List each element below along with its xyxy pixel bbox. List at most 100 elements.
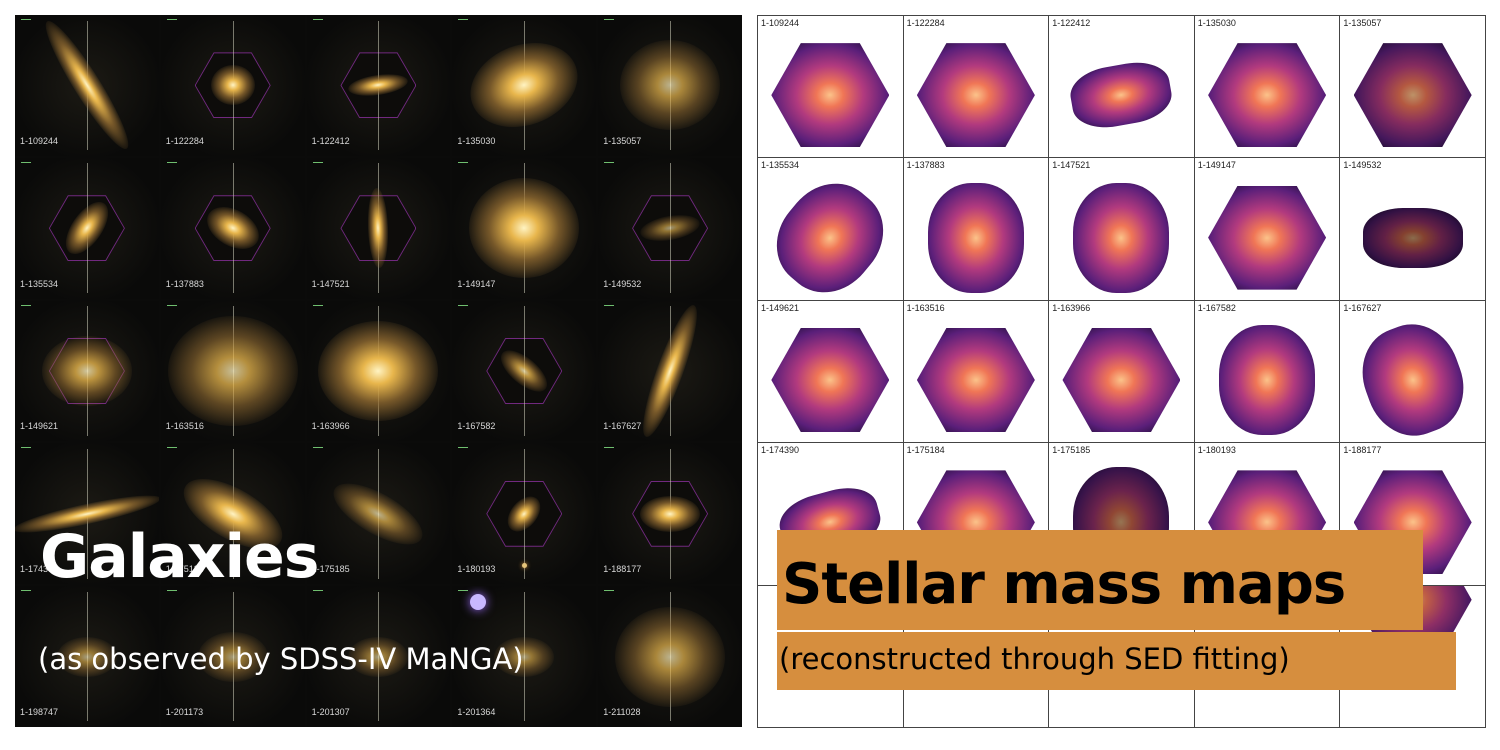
map-id-label: 1-135030 [1197, 18, 1236, 28]
scale-bar [604, 590, 615, 592]
mass-map [1073, 182, 1170, 293]
galaxy-cell: 1-149532 [598, 157, 742, 299]
map-id-label: 1-175185 [1052, 445, 1091, 456]
mass-map-cell: 1-149532 [1340, 158, 1486, 301]
galaxy-cell: 1-109244 [15, 15, 159, 156]
galaxy-id-label: 1-180193 [457, 564, 496, 575]
galaxy-id-label: 1-122284 [165, 135, 204, 146]
mass-map [916, 327, 1035, 432]
scale-bar [604, 19, 615, 20]
scale-bar [21, 590, 31, 592]
galaxy-id-label: 1-135030 [457, 135, 496, 146]
galaxy-cell: 1-188177 [598, 443, 742, 585]
galaxy-cell: 1-201364 [452, 586, 597, 727]
galaxy-image-grid: 1-109244 1-122284 1-122412 1-135030 1-13… [15, 15, 742, 727]
mass-map [1348, 311, 1477, 443]
galaxy-image [197, 631, 268, 682]
galaxy-image [458, 28, 590, 142]
galaxy-id-label: 1-201364 [457, 707, 496, 717]
galaxy-cell: 1-137883 [160, 157, 305, 299]
galaxies-subtitle: (as observed by SDSS-IV MaNGA) [38, 642, 524, 676]
maps-title: Stellar mass maps [782, 552, 1346, 617]
galaxy-cell: 1-163966 [306, 300, 451, 442]
galaxy-image [640, 495, 701, 532]
mass-map [1353, 43, 1472, 148]
mass-map [771, 43, 890, 148]
mass-map [758, 164, 903, 300]
mass-map-cell: 1-167582 [1194, 300, 1341, 444]
map-id-label: 1-174390 [761, 445, 800, 456]
mass-map-cell: 1-147521 [1049, 158, 1195, 301]
galaxy-id-label: 1-149532 [603, 278, 642, 289]
galaxy-cell: 1-211028 [598, 586, 742, 727]
map-id-label: 1-109244 [761, 18, 800, 28]
galaxy-cell: 1-149147 [452, 157, 597, 299]
scale-bar [604, 447, 615, 449]
map-id-label: 1-180193 [1197, 445, 1236, 456]
galaxy-cell: 1-175184 [160, 443, 305, 585]
galaxy-cell: 1-135534 [15, 157, 159, 299]
scale-bar [458, 447, 469, 449]
mass-map-cell: 1-163966 [1049, 300, 1195, 444]
mass-map-cell: 1-122284 [903, 16, 1050, 159]
map-id-label: 1-167627 [1343, 302, 1382, 313]
galaxy-image [318, 320, 439, 421]
galaxy-cell: 1-174390 [15, 443, 159, 585]
galaxy-cell: 1-122284 [160, 15, 305, 156]
galaxy-id-label: 1-198747 [20, 707, 59, 717]
galaxy-image [615, 606, 726, 707]
galaxy-id-label: 1-135534 [20, 278, 59, 289]
mass-map-cell: 1-122412 [1049, 16, 1195, 159]
scale-bar [166, 161, 177, 163]
map-id-label: 1-149147 [1197, 160, 1236, 171]
mass-map [771, 327, 890, 432]
scale-bar [458, 304, 469, 306]
map-id-label: 1-163516 [906, 302, 945, 313]
mass-map [1208, 43, 1327, 148]
mass-map-cell: 1-137883 [903, 158, 1050, 301]
galaxy-cell: 1-135030 [452, 15, 597, 156]
scale-bar [312, 161, 323, 163]
galaxy-id-label: 1-137883 [165, 278, 204, 289]
galaxy-id-label: 1-147521 [311, 278, 350, 289]
scale-bar [166, 19, 177, 20]
galaxy-image [167, 315, 298, 426]
galaxies-title: Galaxies [40, 522, 319, 592]
maps-subtitle-highlight [777, 632, 1456, 690]
mass-map-cell: 1-135030 [1194, 16, 1341, 159]
galaxy-cell: 1-163516 [160, 300, 305, 442]
map-id-label: 1-122284 [906, 18, 945, 28]
map-id-label: 1-188177 [1343, 445, 1382, 456]
mass-map [1208, 185, 1327, 290]
galaxy-cell: 1-167627 [598, 300, 742, 442]
galaxy-id-label: 1-188177 [603, 564, 642, 575]
galaxy-image [348, 636, 409, 677]
galaxy-id-label: 1-163966 [311, 421, 350, 432]
map-id-label: 1-135057 [1343, 18, 1382, 28]
scale-bar [458, 161, 469, 163]
galaxy-cell: 1-149621 [15, 300, 159, 442]
galaxy-id-label: 1-201173 [165, 707, 204, 717]
map-id-label: 1-175184 [906, 445, 945, 456]
galaxy-image [469, 178, 580, 279]
galaxy-id-label: 1-163516 [165, 421, 204, 432]
galaxy-cell: 1-147521 [306, 157, 451, 299]
galaxy-id-label: 1-122412 [311, 135, 350, 146]
scale-bar [166, 590, 177, 592]
scale-bar [604, 304, 615, 306]
maps-subtitle: (reconstructed through SED fitting) [779, 642, 1290, 676]
galaxy-cell: 1-175185 [306, 443, 451, 585]
galaxy-cell: 1-167582 [452, 300, 597, 442]
galaxy-image [56, 636, 117, 677]
mass-map [1219, 324, 1316, 435]
scale-bar [166, 304, 177, 306]
scale-bar [312, 447, 323, 449]
galaxy-id-label: 1-167582 [457, 421, 496, 432]
mass-map [1362, 207, 1463, 268]
galaxy-id-label: 1-167627 [603, 421, 642, 432]
foreground-star [522, 563, 528, 569]
map-id-label: 1-167582 [1197, 302, 1236, 313]
map-id-label: 1-137883 [906, 160, 945, 171]
map-id-label: 1-122412 [1052, 18, 1091, 28]
galaxy-image [210, 65, 255, 106]
